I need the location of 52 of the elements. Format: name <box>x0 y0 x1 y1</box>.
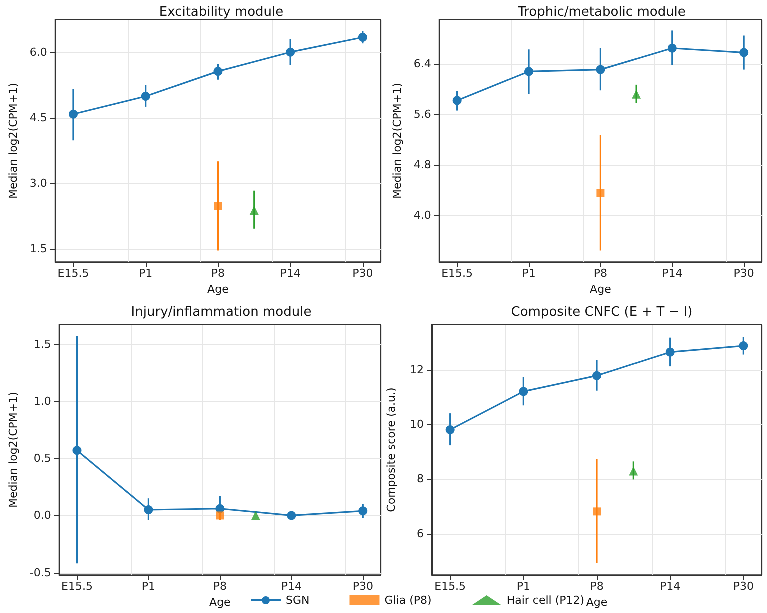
chart-title: Excitability module <box>159 5 284 20</box>
y-axis-title: Median log2(CPM+1) <box>7 83 20 199</box>
x-tick-label: P1 <box>139 267 153 280</box>
x-tick-label: P1 <box>522 267 536 280</box>
x-tick-label: P8 <box>590 580 604 594</box>
x-tick-label: P30 <box>733 580 754 594</box>
y-axis-title: Median log2(CPM+1) <box>391 83 404 199</box>
x-axis-title: Age <box>590 283 612 296</box>
x-tick-label: P14 <box>281 580 302 594</box>
y-tick-label: 1.5 <box>34 338 52 351</box>
y-axis-title: Composite score (a.u.) <box>385 388 398 512</box>
x-tick-label: P1 <box>516 580 530 594</box>
y-tick-label: 3.0 <box>30 176 48 190</box>
chart-title: Trophic/metabolic module <box>517 5 686 20</box>
y-tick-label: 8 <box>417 472 424 486</box>
legend-label: SGN <box>286 594 310 607</box>
y-tick-label: 6.4 <box>414 58 432 71</box>
x-tick-label: P30 <box>352 580 374 594</box>
legend-label: Hair cell (P12) <box>506 594 585 607</box>
x-tick-label: P8 <box>213 580 227 594</box>
y-tick-label: 4.8 <box>414 158 432 172</box>
y-tick-label: 4.0 <box>414 208 432 222</box>
x-tick-label: E15.5 <box>442 267 474 280</box>
x-tick-label: P30 <box>352 267 374 280</box>
x-axis-title: Age <box>586 596 608 609</box>
chart-title: Injury/inflammation module <box>131 305 312 320</box>
y-tick-label: 1.0 <box>34 395 52 408</box>
y-tick-label: 4.5 <box>30 111 48 124</box>
x-tick-label: P8 <box>594 267 608 280</box>
x-tick-label: P8 <box>211 267 226 280</box>
y-tick-label: 6 <box>417 527 424 540</box>
y-tick-label: 1.5 <box>30 242 48 256</box>
legend-label: Glia (P8) <box>384 594 432 607</box>
y-tick-label: 10 <box>410 418 424 431</box>
y-tick-label: 6.0 <box>30 46 48 59</box>
x-axis-title: Age <box>210 596 232 609</box>
x-tick-label: P14 <box>660 580 681 594</box>
y-tick-label: 5.6 <box>414 108 432 122</box>
x-tick-label: P30 <box>734 267 754 280</box>
x-tick-label: P14 <box>662 267 683 280</box>
y-tick-label: 12 <box>410 363 424 376</box>
x-tick-label: E15.5 <box>62 580 93 594</box>
x-tick-label: P14 <box>280 267 301 280</box>
y-axis-title: Median log2(CPM+1) <box>7 392 20 508</box>
chart-title: Composite CNFC (E + T − I) <box>511 305 693 320</box>
y-tick-label: 0.5 <box>34 452 52 466</box>
x-tick-label: P1 <box>142 580 156 594</box>
y-tick-label: 0.0 <box>34 509 52 522</box>
x-tick-label: E15.5 <box>434 580 466 594</box>
y-tick-label: -0.5 <box>30 566 52 580</box>
x-tick-label: E15.5 <box>58 267 90 280</box>
x-axis-title: Age <box>208 283 230 296</box>
